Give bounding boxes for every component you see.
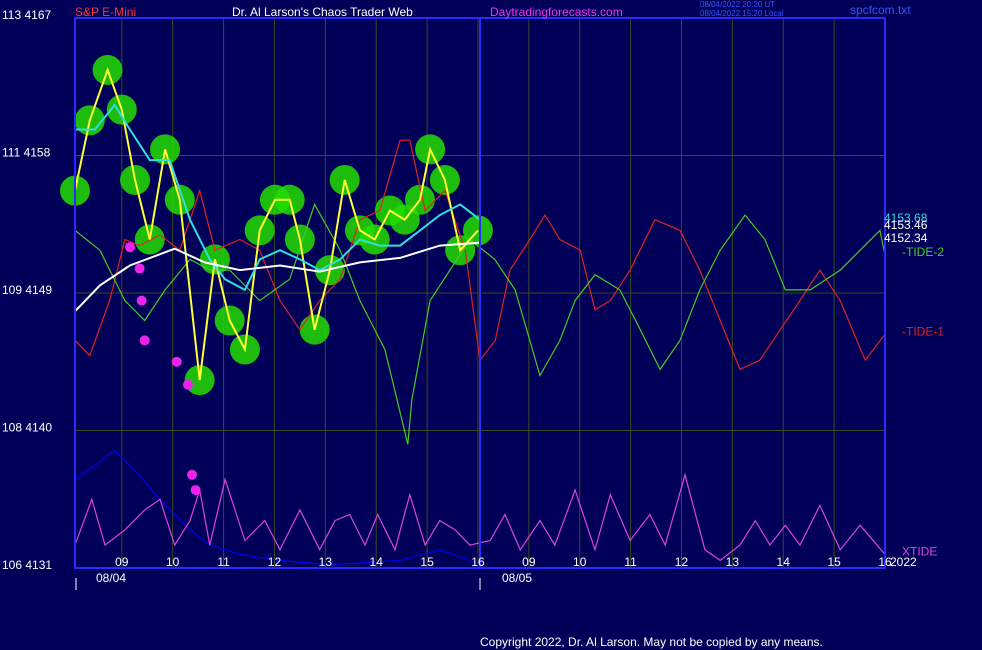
marker-dot bbox=[187, 469, 198, 480]
date-label: 08/04 bbox=[96, 571, 126, 585]
x-tick-label: 13 bbox=[726, 555, 740, 569]
y-tick-label: 109 4149 bbox=[2, 283, 52, 297]
time-local: 08/04/2022 15:20 Local bbox=[700, 9, 784, 18]
marker-dot bbox=[190, 485, 201, 496]
y-tick-label: 113 4167 bbox=[2, 8, 51, 22]
series-line bbox=[74, 449, 481, 569]
date-label: 08/05 bbox=[502, 571, 532, 585]
y-tick-label: 106 4131 bbox=[2, 558, 52, 572]
year-label: 2022 bbox=[890, 555, 917, 569]
y-tick-label: 111 4158 bbox=[2, 146, 51, 160]
x-tick-label: 11 bbox=[217, 555, 230, 569]
x-tick-label: 15 bbox=[420, 555, 434, 569]
marker-dot bbox=[171, 356, 182, 367]
series-label: XTIDE bbox=[902, 544, 937, 558]
series-label: -TIDE-1 bbox=[902, 324, 944, 338]
x-tick-label: 16 bbox=[471, 555, 485, 569]
file-name: spcfcom.txt bbox=[850, 3, 911, 17]
series-line bbox=[74, 241, 481, 312]
time-ut: 08/04/2022 20:20 UT bbox=[700, 0, 775, 9]
series-line bbox=[74, 202, 886, 445]
marker-dot bbox=[136, 295, 147, 306]
site-title: Dr. Al Larson's Chaos Trader Web bbox=[232, 5, 413, 19]
x-tick-label: 13 bbox=[319, 555, 333, 569]
series-line bbox=[74, 66, 479, 381]
marker-dot bbox=[134, 263, 145, 274]
x-tick-label: 11 bbox=[624, 555, 637, 569]
x-tick-label: 10 bbox=[573, 555, 587, 569]
last-price: 4152.34 bbox=[884, 231, 928, 245]
x-tick-label: 14 bbox=[370, 555, 384, 569]
marker-dot bbox=[139, 335, 150, 346]
series-line bbox=[75, 103, 481, 292]
last-price: 4153.46 bbox=[884, 218, 928, 232]
x-tick-label: 09 bbox=[522, 555, 536, 569]
last-price: 4153.68 bbox=[884, 211, 928, 225]
series-label: -TIDE-2 bbox=[902, 245, 944, 259]
x-tick-label: 15 bbox=[827, 555, 841, 569]
marker-dot bbox=[124, 242, 135, 253]
x-tick-label: 12 bbox=[268, 555, 282, 569]
copyright: Copyright 2022, Dr. Al Larson. May not b… bbox=[480, 635, 823, 649]
x-tick-label: 14 bbox=[777, 555, 791, 569]
x-tick-label: 16 bbox=[878, 555, 892, 569]
x-tick-label: 12 bbox=[675, 555, 689, 569]
site-url: Daytradingforecasts.com bbox=[490, 5, 623, 19]
symbol: S&P E-Mini bbox=[75, 5, 136, 19]
x-tick-label: 10 bbox=[166, 555, 180, 569]
series-line bbox=[74, 139, 886, 371]
y-tick-label: 108 4140 bbox=[2, 421, 52, 435]
x-tick-label: 09 bbox=[115, 555, 129, 569]
plot bbox=[60, 54, 886, 569]
marker-dot bbox=[182, 379, 193, 390]
